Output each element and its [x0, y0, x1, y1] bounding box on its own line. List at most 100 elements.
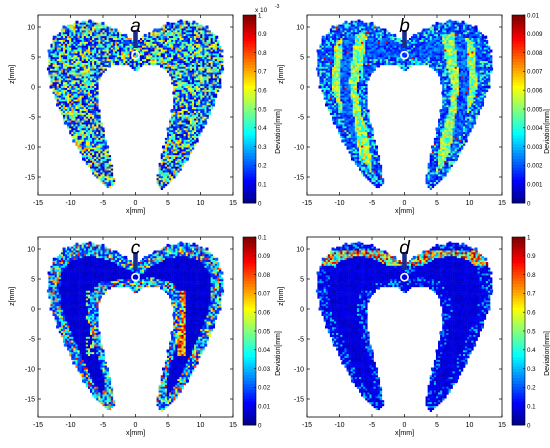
- heatmap-cell: [187, 153, 191, 156]
- heatmap-cell: [173, 170, 176, 173]
- heatmap-cell: [210, 84, 213, 87]
- heatmap-cell: [156, 30, 159, 33]
- heatmap-cell: [187, 95, 191, 98]
- heatmap-cell: [104, 66, 107, 70]
- x-tick-label: 5: [166, 200, 170, 207]
- heatmap-cell: [375, 51, 378, 54]
- heatmap-cell: [146, 49, 149, 52]
- heatmap-cell: [383, 39, 387, 43]
- heatmap-cell: [100, 63, 103, 66]
- heatmap-cell: [56, 47, 60, 50]
- heatmap-cell: [365, 38, 368, 41]
- heatmap-cell: [73, 24, 76, 27]
- heatmap-cell: [83, 111, 87, 114]
- heatmap-cell: [67, 74, 70, 77]
- heatmap-cell: [369, 38, 372, 41]
- heatmap-cell: [69, 34, 72, 37]
- heatmap-cell: [194, 53, 197, 56]
- heatmap-cell: [79, 82, 82, 85]
- heatmap-cell: [71, 49, 74, 52]
- heatmap-cell: [85, 38, 89, 41]
- heatmap-cell: [454, 49, 458, 52]
- heatmap-cell: [92, 116, 95, 119]
- heatmap-cell: [87, 68, 91, 71]
- heatmap-cell: [175, 30, 178, 33]
- heatmap-cell: [160, 59, 164, 62]
- heatmap-cell: [98, 112, 101, 116]
- heatmap-cell: [198, 107, 201, 110]
- heatmap-cell: [156, 36, 159, 39]
- heatmap-cell: [154, 63, 157, 66]
- heatmap-cell: [158, 63, 161, 66]
- heatmap-cell: [52, 87, 55, 91]
- heatmap-cell: [102, 39, 105, 43]
- heatmap-cell: [208, 86, 211, 89]
- heatmap-cell: [189, 55, 193, 58]
- heatmap-cell: [181, 126, 184, 129]
- heatmap-cell: [173, 24, 176, 27]
- heatmap-cell: [216, 86, 220, 89]
- heatmap-cell: [356, 49, 360, 52]
- heatmap-cell: [112, 32, 116, 35]
- heatmap-cell: [331, 30, 335, 33]
- heatmap-cell: [96, 59, 99, 62]
- heatmap-cell: [166, 174, 170, 177]
- heatmap-cell: [96, 51, 99, 54]
- heatmap-cell: [60, 64, 64, 68]
- heatmap-cell: [194, 118, 197, 121]
- heatmap-cell: [81, 39, 85, 43]
- heatmap-cell: [346, 34, 349, 37]
- heatmap-cell: [185, 141, 189, 144]
- heatmap-cell: [98, 26, 101, 29]
- y-axis-label: z[mm]: [9, 65, 16, 84]
- heatmap-cell: [96, 32, 99, 35]
- heatmap-cell: [469, 34, 472, 37]
- heatmap-cell: [160, 38, 164, 41]
- heatmap-cell: [175, 45, 178, 48]
- heatmap-cell: [164, 63, 168, 66]
- heatmap-cell: [179, 101, 182, 104]
- heatmap-cell: [100, 26, 103, 29]
- heatmap-cell: [166, 157, 170, 160]
- heatmap-cell: [204, 45, 207, 48]
- heatmap-cell: [408, 47, 412, 50]
- heatmap-cell: [179, 112, 182, 116]
- heatmap-cell: [166, 166, 170, 169]
- heatmap-cell: [189, 95, 193, 98]
- heatmap-cell: [377, 41, 381, 45]
- heatmap-cell: [177, 143, 180, 146]
- heatmap-cell: [92, 76, 95, 79]
- heatmap-cell: [177, 109, 180, 112]
- heatmap-cell: [206, 36, 209, 39]
- heatmap-cell: [144, 59, 147, 62]
- heatmap-cell: [121, 57, 124, 60]
- heatmap-cell: [98, 130, 101, 133]
- heatmap-cell: [79, 130, 82, 133]
- heatmap-cell: [444, 49, 447, 52]
- heatmap-cell: [185, 87, 189, 91]
- heatmap-cell: [471, 36, 474, 39]
- heatmap-cell: [200, 93, 203, 96]
- heatmap-cell: [185, 130, 189, 133]
- heatmap-cell: [469, 24, 472, 27]
- heatmap-cell: [471, 47, 474, 50]
- heatmap-cell: [404, 47, 408, 50]
- heatmap-cell: [435, 43, 439, 46]
- heatmap-cell: [433, 24, 437, 27]
- heatmap-cell: [481, 49, 485, 52]
- heatmap-cell: [81, 38, 85, 41]
- heatmap-cell: [175, 32, 178, 35]
- heatmap-cell: [52, 63, 55, 66]
- heatmap-cell: [446, 43, 449, 46]
- heatmap-cell: [183, 78, 186, 81]
- heatmap-cell: [189, 63, 193, 66]
- heatmap-cell: [216, 59, 220, 62]
- heatmap-cell: [173, 149, 176, 152]
- heatmap-cell: [58, 97, 62, 100]
- heatmap-cell: [346, 32, 349, 35]
- heatmap-cell: [208, 76, 211, 79]
- heatmap-cell: [79, 122, 82, 125]
- heatmap-cell: [189, 109, 193, 112]
- heatmap-cell: [177, 95, 180, 98]
- heatmap-cell: [164, 49, 168, 52]
